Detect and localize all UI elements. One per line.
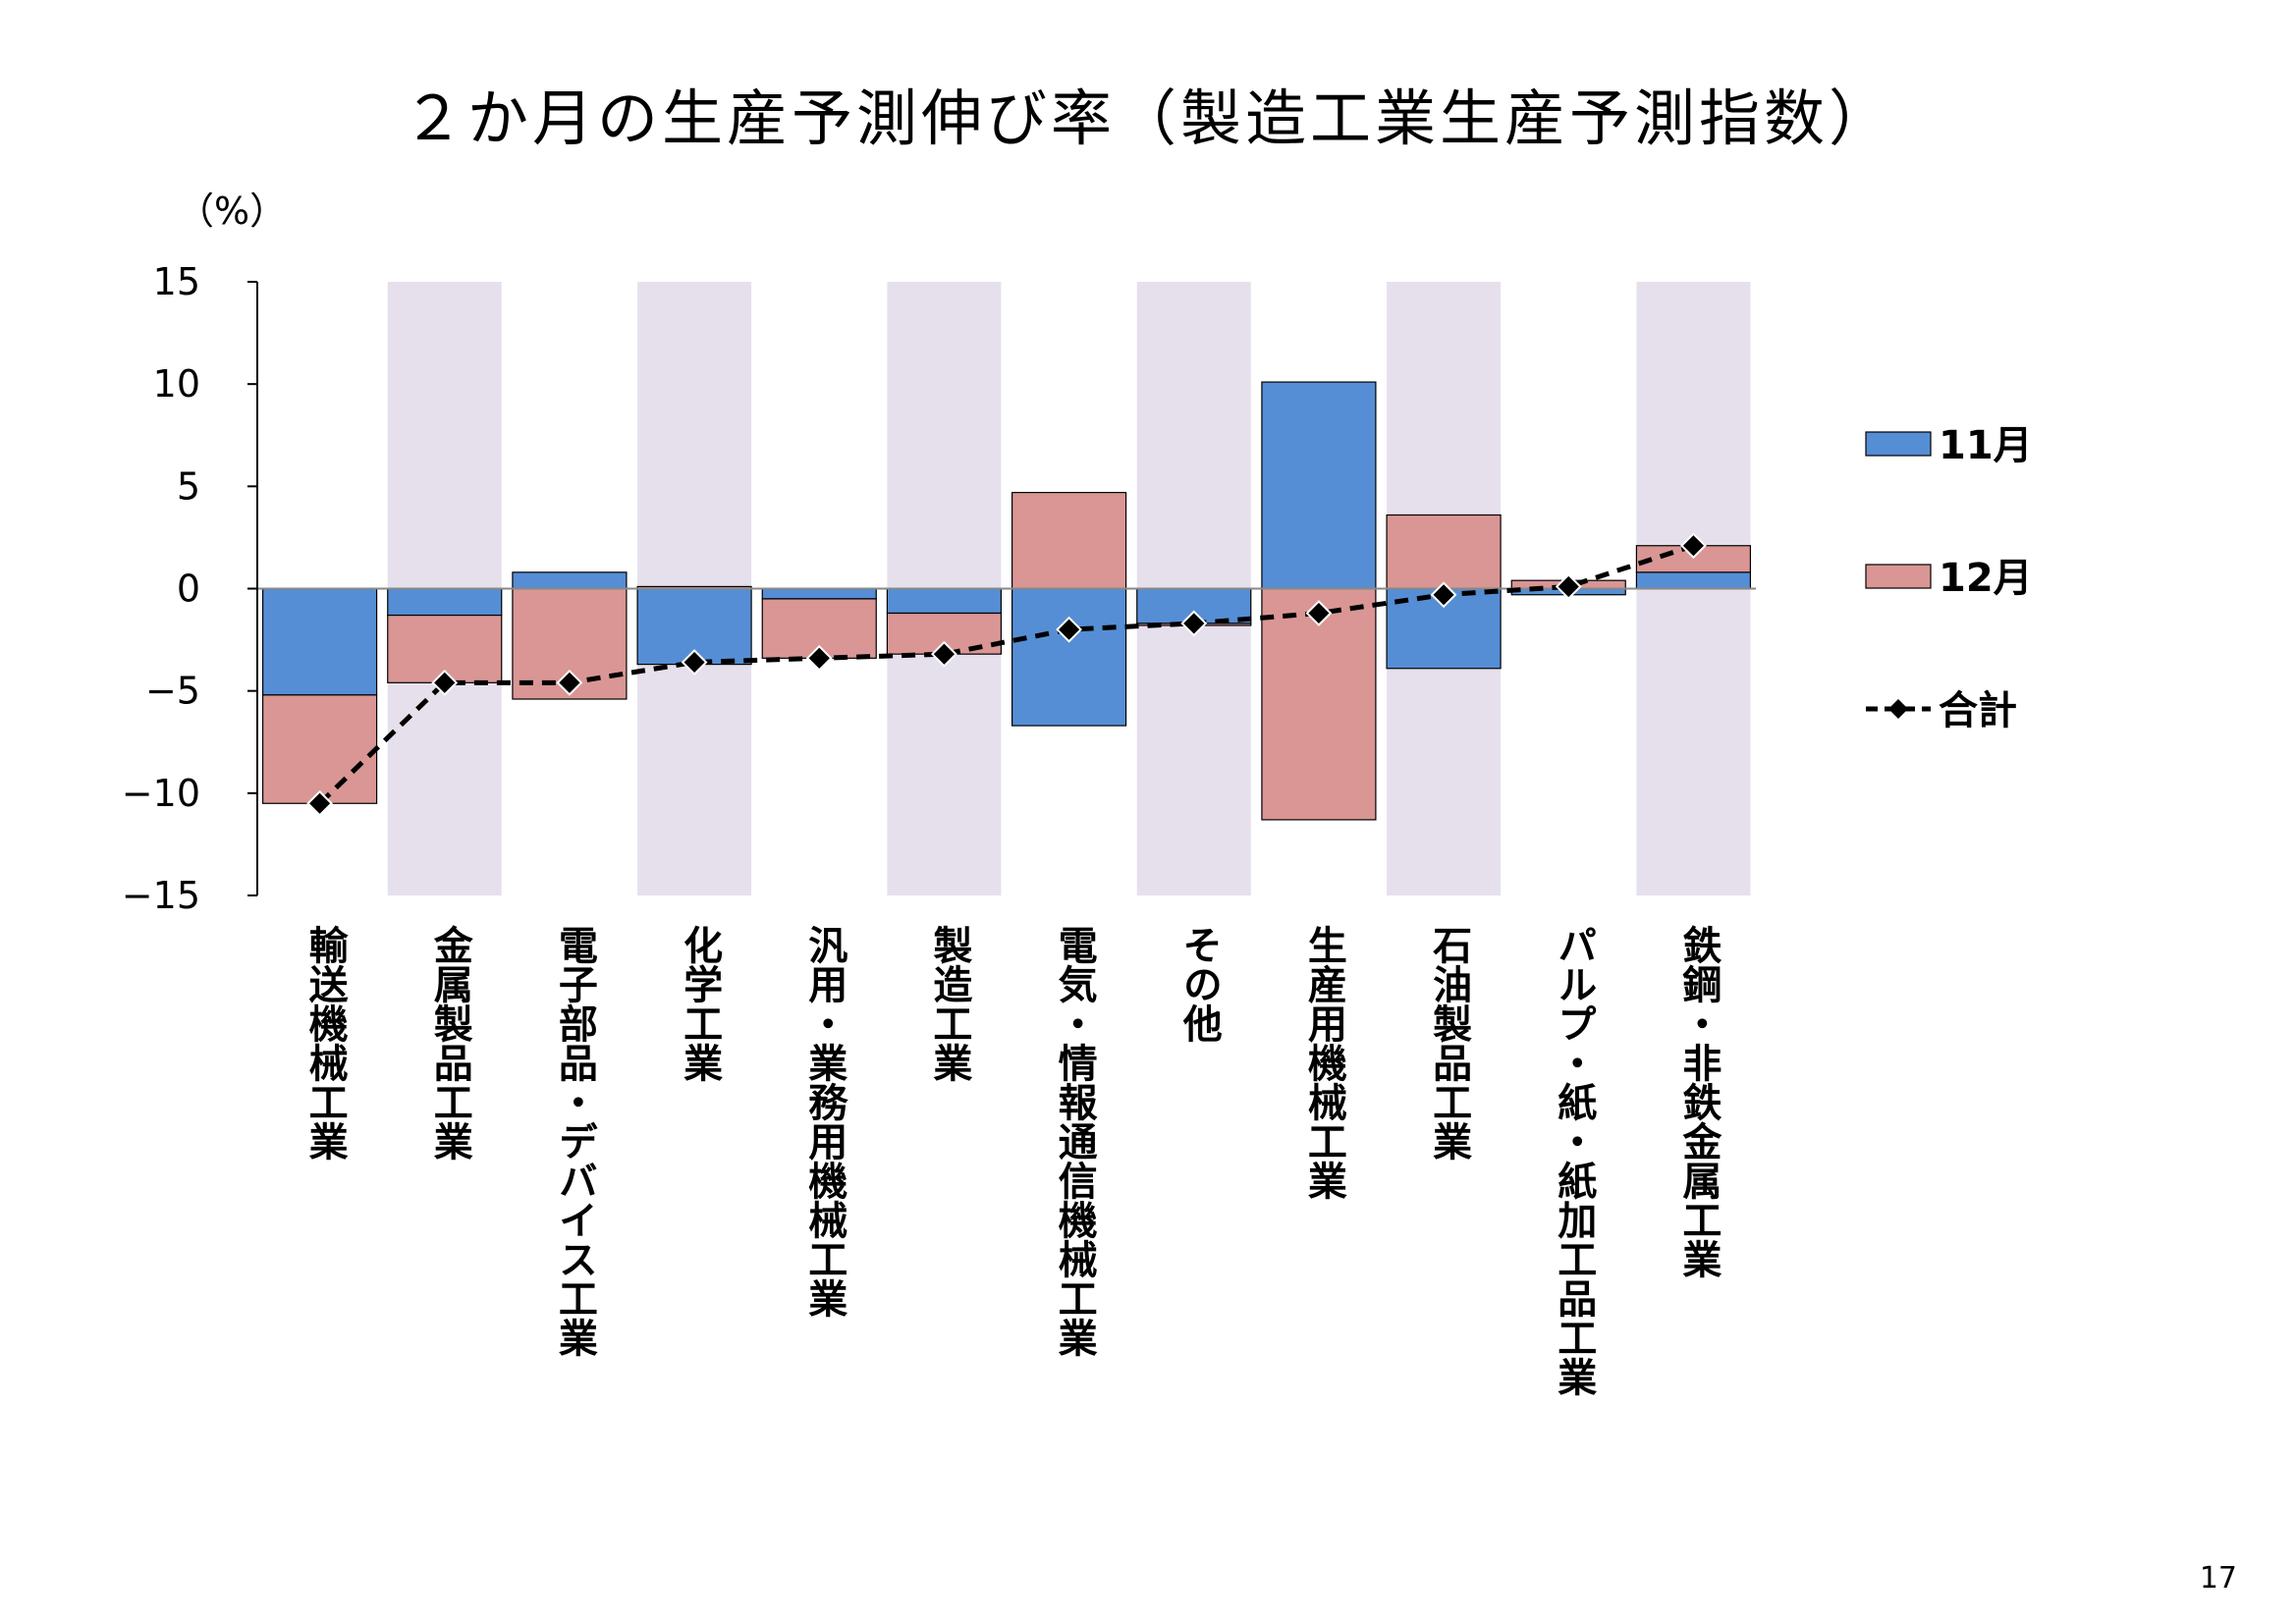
- y-axis-unit: （%）: [177, 189, 287, 233]
- bar-11月-2: [512, 571, 628, 590]
- total-marker-2: [556, 669, 583, 696]
- legend-swatch-marker: [1888, 699, 1908, 719]
- bar-11月-5: [886, 587, 1003, 615]
- total-marker-8: [1305, 600, 1333, 626]
- total-marker-7: [1180, 610, 1208, 637]
- category-label: 化学工業: [677, 925, 723, 1082]
- category-label: 電子部品・デバイス工業: [552, 925, 598, 1357]
- y-tick-label: 10: [153, 362, 200, 406]
- bar-12月-0: [261, 694, 378, 804]
- legend-swatch-12月: [1865, 564, 1932, 589]
- bar-12月-8: [1261, 587, 1377, 821]
- category-label-layer: 輸送機械工業 金属製品工業 電子部品・デバイス工業 化学工業 汎用・業務用機械工業 製造工…: [302, 924, 1723, 1396]
- category-label: 鉄鋼・非鉄金属工業: [1675, 925, 1722, 1278]
- y-tick-label: 15: [153, 260, 200, 303]
- total-marker-6: [1056, 616, 1082, 643]
- total-line: [317, 543, 1695, 806]
- bar-layer: [261, 381, 1752, 821]
- category-label: 石油製品工業: [1426, 925, 1472, 1161]
- category-label: 金属製品工業: [427, 924, 474, 1161]
- y-tick-label: 0: [177, 568, 200, 611]
- bar-11月-6: [1011, 587, 1127, 727]
- bar-12月-9: [1386, 514, 1502, 590]
- total-marker-5: [931, 640, 957, 668]
- y-tick-label: −15: [122, 874, 200, 917]
- total-line-layer: [306, 532, 1707, 817]
- category-label: パルプ・紙・紙加工品工業: [1551, 925, 1597, 1396]
- y-tick-label: 5: [177, 464, 200, 508]
- legend-label: 11月: [1939, 423, 2033, 468]
- category-label: その他: [1176, 925, 1224, 1043]
- legend-swatch-11月: [1865, 431, 1932, 457]
- bar-11月-8: [1261, 381, 1377, 590]
- bar-11月-1: [387, 587, 503, 617]
- total-marker-3: [681, 649, 708, 676]
- page-number: 17: [2199, 1561, 2237, 1596]
- bar-11月-0: [261, 587, 378, 696]
- total-marker-11: [1680, 532, 1707, 560]
- total-marker-4: [805, 644, 833, 672]
- category-label: 生産用機械工業: [1301, 925, 1347, 1200]
- category-label: 輸送機械工業: [302, 925, 349, 1161]
- y-tick-label: −10: [122, 772, 200, 815]
- legend-label: 12月: [1939, 556, 2033, 601]
- bar-12月-6: [1011, 491, 1127, 590]
- bar-11月-11: [1635, 571, 1752, 590]
- total-marker-9: [1430, 581, 1457, 609]
- y-tick-label: −5: [145, 670, 200, 713]
- category-label: 製造工業: [926, 925, 972, 1082]
- total-marker-0: [306, 789, 333, 817]
- total-marker-10: [1555, 573, 1582, 600]
- category-label: 電気・情報通信機械工業: [1052, 925, 1098, 1357]
- bar-11月-4: [761, 587, 877, 600]
- axes-layer: 15 10 5 0 −5 −10 −15 （%）: [122, 189, 1756, 917]
- legend-label: 合計: [1939, 688, 2017, 733]
- chart-title: ２か月の生産予測伸び率（製造工業生産予測指数）: [402, 82, 1893, 154]
- total-marker-1: [431, 669, 459, 696]
- category-label: 汎用・業務用機械工業: [801, 925, 847, 1318]
